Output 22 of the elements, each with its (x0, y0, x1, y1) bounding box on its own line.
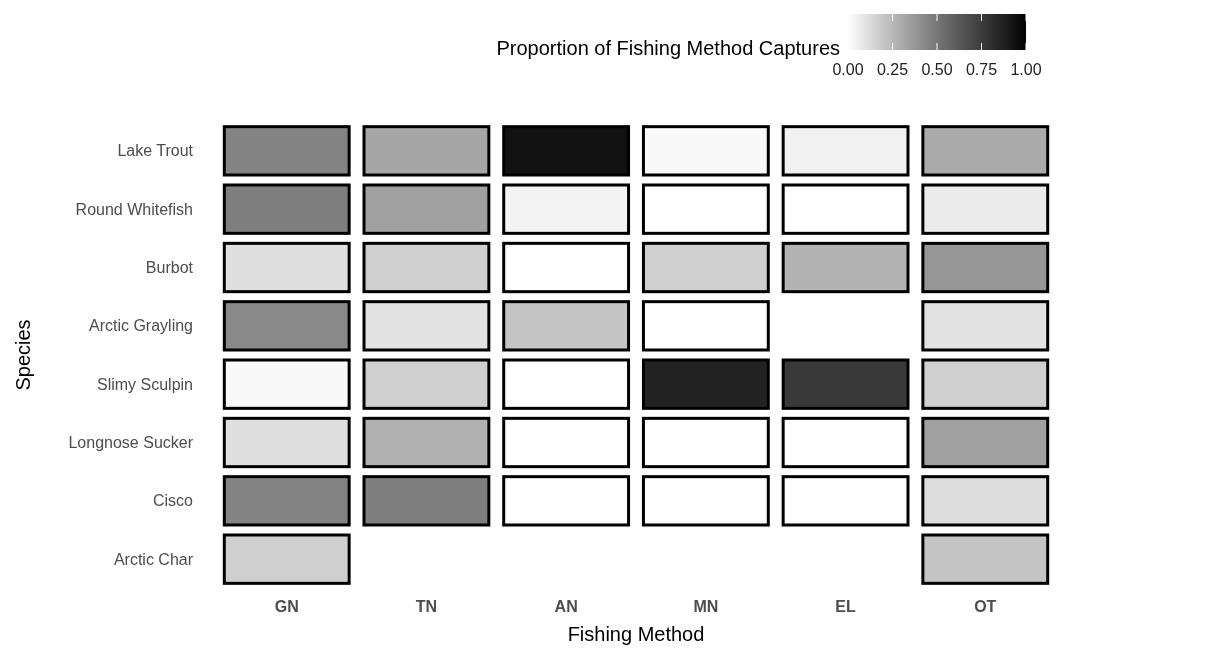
x-tick-label: GN (274, 598, 299, 615)
x-axis-title: Fishing Method (567, 623, 705, 645)
x-tick-label: EL (835, 598, 857, 615)
y-tick-label: Round Whitefish (75, 200, 193, 218)
x-tick-label: OT (974, 598, 997, 615)
color-bar-label: 0.25 (876, 61, 909, 78)
y-tick-label: Longnose Sucker (68, 434, 194, 452)
x-tick-label: AN (554, 598, 578, 615)
y-tick-label: Arctic Char (113, 550, 194, 568)
y-tick-label: Lake Trout (117, 142, 194, 160)
color-bar-label: 0.50 (921, 61, 953, 78)
color-bar-label: 0.00 (832, 61, 864, 78)
x-tick-label: TN (415, 598, 438, 615)
color-bar-title: Proportion of Fishing Method Captures (496, 37, 840, 59)
y-axis-title: Species (12, 319, 34, 391)
color-bar-label: 0.75 (965, 61, 998, 78)
y-tick-label: Cisco (152, 492, 194, 510)
y-tick-label: Arctic Grayling (88, 317, 193, 335)
color-bar-label: 1.00 (1010, 61, 1042, 78)
y-tick-label: Burbot (145, 259, 194, 277)
x-tick-label: MN (693, 598, 719, 615)
y-tick-label: Slimy Sculpin (96, 375, 193, 393)
